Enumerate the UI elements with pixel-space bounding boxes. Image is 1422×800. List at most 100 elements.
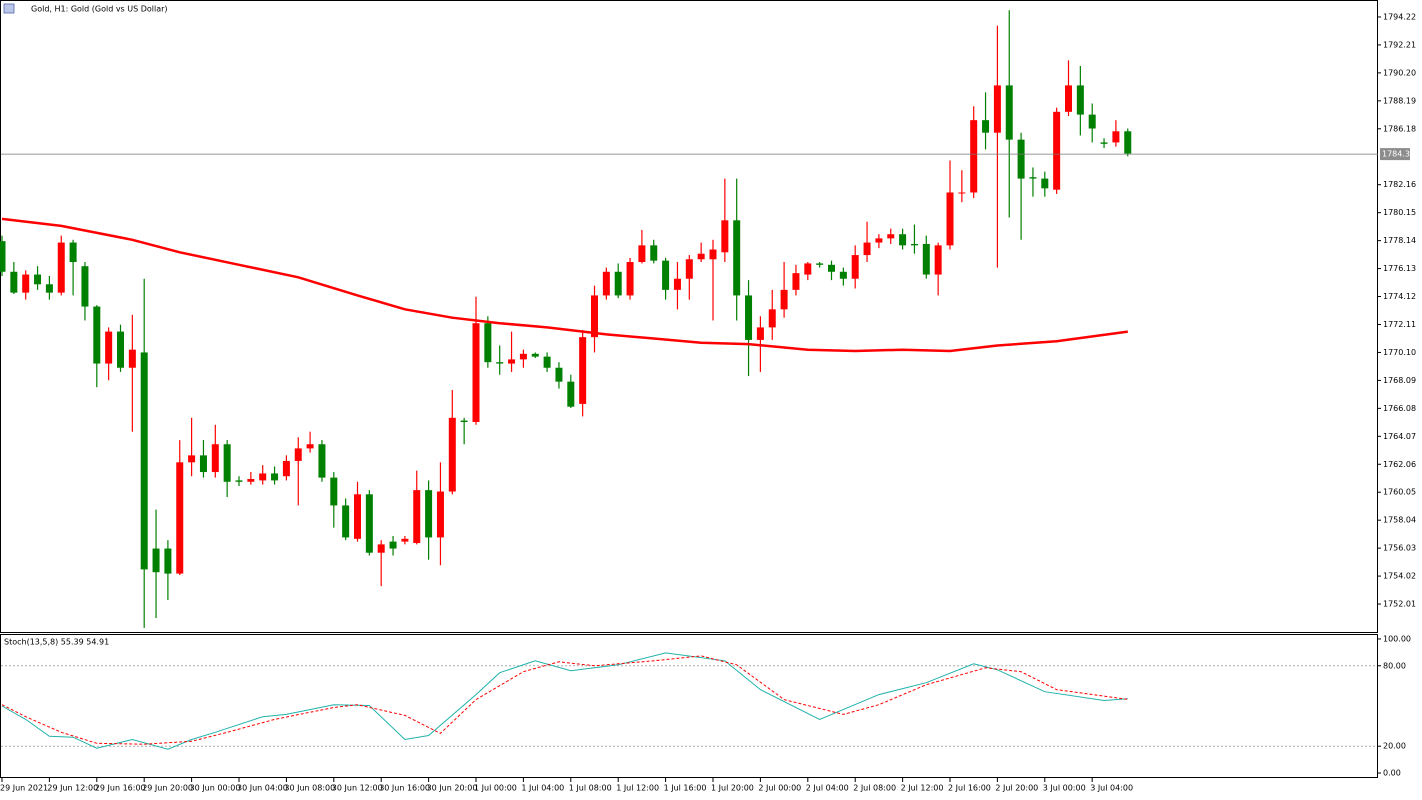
- y-tick-label: 1794.22: [1383, 12, 1416, 21]
- indicator-line: [1, 217, 1128, 353]
- candle-body: [934, 245, 942, 275]
- x-tick-label: 1 Jul 16:00: [664, 784, 707, 793]
- x-tick-label: 2 Jul 16:00: [948, 784, 991, 793]
- x-tick-label: 1 Jul 20:00: [711, 784, 754, 793]
- x-tick-label: 30 Jun 12:00: [332, 784, 383, 793]
- x-tick-label: 29 Jun 20:00: [142, 784, 193, 793]
- last-price-label: 1784.36: [1382, 150, 1415, 159]
- candle-body: [164, 548, 172, 574]
- y-tick-label: 1758.04: [1383, 516, 1416, 525]
- candle-body: [10, 271, 18, 293]
- candle-body: [721, 220, 729, 253]
- x-tick-label: 1 Jul 04:00: [521, 784, 564, 793]
- candle-body: [1076, 85, 1084, 115]
- candle-body: [958, 192, 966, 194]
- candle-body: [128, 349, 136, 368]
- y-tick-label: 20.00: [1383, 742, 1406, 751]
- candle-body: [626, 262, 634, 296]
- y-tick-label: 1778.14: [1383, 236, 1416, 245]
- candle-body: [57, 242, 65, 293]
- candle-body: [756, 327, 764, 340]
- candle-body: [1017, 139, 1025, 179]
- y-tick-label: 1764.07: [1383, 432, 1416, 441]
- candle-body: [365, 494, 373, 553]
- candle-body: [448, 417, 456, 492]
- indicator-title: Stoch(13,5,8) 55.39 54.91: [4, 638, 109, 647]
- x-tick-label: 30 Jun 20:00: [427, 784, 478, 793]
- candle-body: [294, 448, 302, 461]
- last-price-box: [1380, 148, 1410, 161]
- candle-body: [330, 477, 338, 506]
- candle-body: [1065, 85, 1072, 112]
- candle-body: [816, 263, 824, 265]
- candle-body: [804, 263, 812, 275]
- candle-body: [306, 444, 314, 449]
- candle-body: [496, 362, 504, 364]
- candle-body: [899, 234, 907, 246]
- candle-body: [709, 249, 717, 260]
- y-tick-label: 1762.06: [1383, 460, 1416, 469]
- candle-body: [1124, 131, 1132, 154]
- candle-body: [377, 544, 385, 553]
- y-tick-label: 1772.11: [1383, 320, 1416, 329]
- candle-body: [34, 274, 42, 285]
- y-tick-label: 1790.20: [1383, 68, 1416, 77]
- x-tick-label: 2 Jul 08:00: [853, 784, 896, 793]
- candle-body: [140, 352, 148, 570]
- candle-body: [1053, 111, 1061, 190]
- candle-body: [271, 473, 279, 481]
- candle-body: [673, 278, 681, 290]
- candle-body: [105, 331, 113, 364]
- candle-body: [650, 245, 658, 261]
- candle-body: [602, 271, 610, 296]
- x-tick-label: 2 Jul 04:00: [806, 784, 849, 793]
- candle-body: [282, 460, 290, 477]
- candle-body: [508, 359, 516, 364]
- candle-body: [81, 266, 89, 307]
- candle-body: [685, 259, 693, 279]
- indicator-line: [1, 655, 1128, 745]
- candle-body: [792, 273, 800, 290]
- x-tick-label: 2 Jul 00:00: [758, 784, 801, 793]
- candle-body: [45, 284, 53, 293]
- candle-body: [401, 538, 409, 542]
- y-tick-label: 1780.15: [1383, 208, 1416, 217]
- candle-body: [555, 367, 563, 382]
- x-tick-label: 29 Jun 12:00: [47, 784, 98, 793]
- candle-body: [318, 444, 326, 478]
- candle-body: [591, 295, 598, 338]
- main-panel: [0, 0, 1378, 633]
- candle-body: [922, 243, 930, 275]
- x-tick-label: 29 Jun 2021: [0, 784, 48, 793]
- candle-body: [0, 241, 6, 272]
- x-tick-label: 30 Jun 16:00: [379, 784, 430, 793]
- candle-body: [531, 353, 539, 357]
- candle-body: [733, 220, 741, 296]
- y-tick-label: 1792.21: [1383, 40, 1416, 49]
- candle-body: [188, 455, 196, 463]
- candle-body: [472, 323, 480, 422]
- x-tick-label: 1 Jul 12:00: [616, 784, 659, 793]
- y-tick-label: 1768.09: [1383, 376, 1416, 385]
- y-tick-label: 1756.03: [1383, 544, 1416, 553]
- candle-body: [436, 491, 444, 538]
- candle-body: [152, 548, 160, 573]
- candle-body: [93, 306, 101, 364]
- candle-body: [1100, 142, 1108, 144]
- x-tick-label: 1 Jul 00:00: [474, 784, 517, 793]
- candle-body: [484, 323, 492, 363]
- y-tick-label: 1770.10: [1383, 348, 1416, 357]
- y-tick-label: 80.00: [1383, 661, 1406, 670]
- candle-body: [1112, 131, 1120, 143]
- candle-body: [22, 274, 30, 293]
- candle-body: [875, 238, 883, 243]
- x-tick-label: 3 Jul 00:00: [1043, 784, 1086, 793]
- y-tick-label: 100.00: [1383, 634, 1411, 643]
- candle-body: [117, 331, 124, 368]
- x-tick-label: 30 Jun 00:00: [190, 784, 241, 793]
- y-tick-label: 0.00: [1383, 769, 1401, 778]
- candle-body: [946, 192, 954, 246]
- candle-body: [1041, 178, 1049, 189]
- candle-body: [638, 245, 646, 263]
- x-tick-label: 3 Jul 04:00: [1090, 784, 1133, 793]
